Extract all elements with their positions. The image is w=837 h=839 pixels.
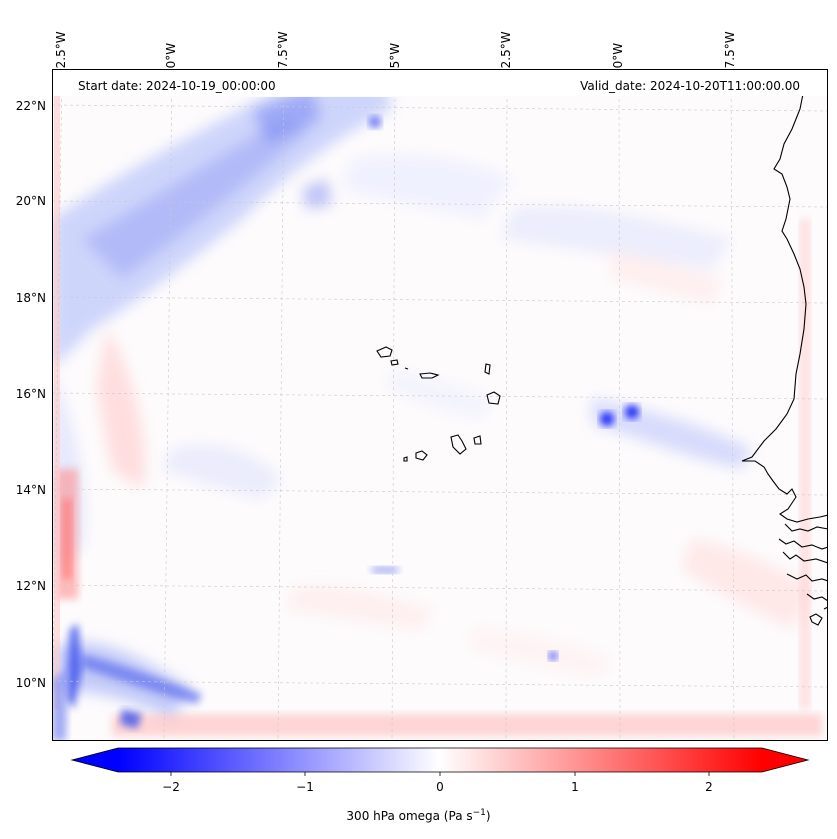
lat-label-18n: 18°N [15,291,46,305]
african-coastline [741,69,828,626]
colorbar-max-extend [762,748,808,772]
lat-label-20n: 20°N [15,194,46,208]
colorbar-min-extend [72,748,118,772]
lat-label-14n: 14°N [15,483,46,497]
colorbar-label-1: 1 [571,780,579,794]
start-date-label: Start date: 2024-10-19_00:00:00 [78,79,276,93]
map-frame [52,69,828,741]
colorbar-gradient [118,748,762,772]
colorbar-outline [70,747,810,773]
colorbar-label-neg1: −1 [296,780,314,794]
lat-label-10n: 10°N [15,676,46,690]
lat-label-22n: 22°N [15,99,46,113]
lat-label-12n: 12°N [15,579,46,593]
map-panel: Start date: 2024-10-19_00:00:00 Valid_da… [52,69,828,741]
graticule [52,69,828,741]
valid-date-label: Valid_date: 2024-10-20T11:00:00.00 [580,79,800,93]
lat-label-16n: 16°N [15,387,46,401]
cape-verde-islands [376,346,501,462]
colorbar [70,747,810,776]
colorbar-label-0: 0 [436,780,444,794]
colorbar-title: 300 hPa omega (Pa s−1) [346,808,491,823]
date-header-band [53,70,827,96]
colorbar-label-neg2: −2 [162,780,180,794]
colorbar-label-2: 2 [705,780,713,794]
